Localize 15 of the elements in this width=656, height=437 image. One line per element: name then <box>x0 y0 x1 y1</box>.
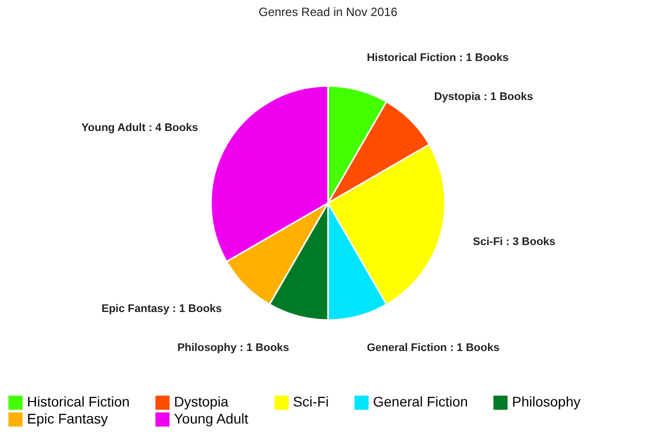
data-label: Sci-Fi : 3 Books <box>472 236 556 248</box>
legend-label: Dystopia <box>174 394 229 410</box>
data-label: Epic Fantasy : 1 Books <box>101 303 222 316</box>
chart-title: Genres Read in Nov 2016 <box>258 5 398 19</box>
data-label: Dystopia : 1 Books <box>434 90 534 103</box>
legend-label: Epic Fantasy <box>27 410 108 426</box>
legend-label: Philosophy <box>512 394 580 410</box>
legend-label: Historical Fiction <box>27 394 130 410</box>
data-label: Young Adult : 4 Books <box>81 122 198 134</box>
legend-label: Sci-Fi <box>293 394 329 410</box>
legend-label: Young Adult <box>174 410 248 426</box>
data-label: Historical Fiction : 1 Books <box>366 52 509 64</box>
data-label: General Fiction : 1 Books <box>366 342 500 354</box>
data-label: Philosophy : 1 Books <box>177 342 290 354</box>
legend-label: General Fiction <box>373 394 468 410</box>
